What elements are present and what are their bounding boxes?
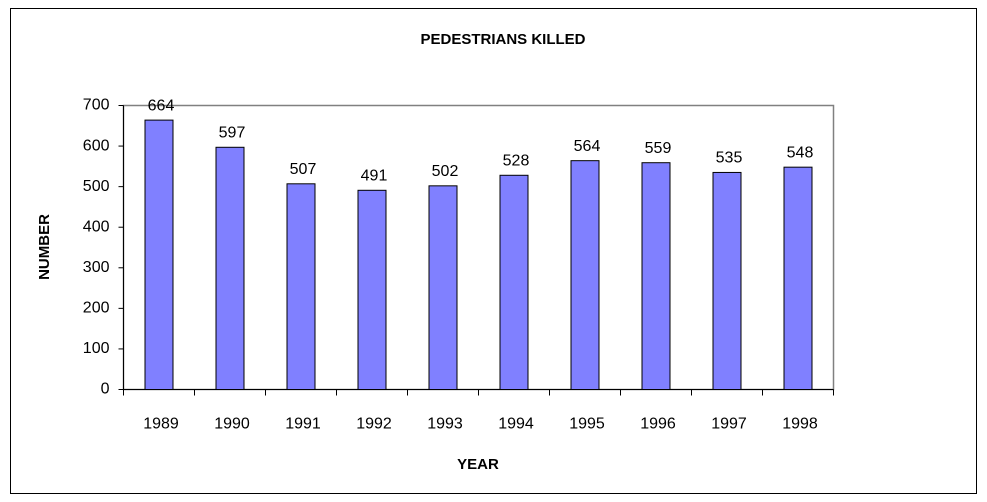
x-tick-label: 1997: [711, 416, 747, 433]
x-tick-label: 1998: [782, 416, 818, 433]
data-label: 564: [574, 138, 601, 155]
y-tick-label: 200: [83, 300, 110, 317]
x-tick-label: 1996: [640, 416, 676, 433]
data-label: 548: [787, 144, 814, 161]
x-tick-label: 1993: [427, 416, 463, 433]
bar: [144, 119, 174, 390]
bar: [286, 183, 316, 390]
x-axis-label: YEAR: [457, 456, 499, 473]
y-tick-label: 0: [101, 381, 110, 398]
x-tick-label: 1991: [285, 416, 321, 433]
data-label: 507: [290, 161, 317, 178]
bar: [641, 162, 671, 390]
y-tick-label: 700: [83, 97, 110, 114]
data-label: 535: [716, 150, 743, 167]
x-tick-label: 1992: [356, 416, 392, 433]
y-tick-label: 500: [83, 178, 110, 195]
x-tick-label: 1995: [569, 416, 605, 433]
data-label: 559: [645, 140, 672, 157]
x-tick-label: 1990: [214, 416, 250, 433]
x-tick-label: 1989: [143, 416, 179, 433]
y-tick-label: 100: [83, 340, 110, 357]
y-tick-label: 300: [83, 259, 110, 276]
bar: [357, 189, 387, 390]
data-label: 491: [361, 168, 388, 185]
bar: [215, 146, 245, 390]
bar: [428, 185, 458, 390]
bar: [712, 171, 742, 390]
x-tick-label: 1994: [498, 416, 534, 433]
chart-title: PEDESTRIANS KILLED: [420, 31, 585, 48]
data-label: 597: [219, 125, 246, 142]
bar: [499, 174, 529, 390]
data-label: 664: [148, 97, 175, 114]
y-axis-label: NUMBER: [36, 214, 53, 280]
data-label: 502: [432, 163, 459, 180]
y-tick-label: 400: [83, 218, 110, 235]
bar: [570, 160, 600, 390]
y-tick-label: 600: [83, 137, 110, 154]
data-label: 528: [503, 153, 530, 170]
bar: [783, 166, 813, 390]
